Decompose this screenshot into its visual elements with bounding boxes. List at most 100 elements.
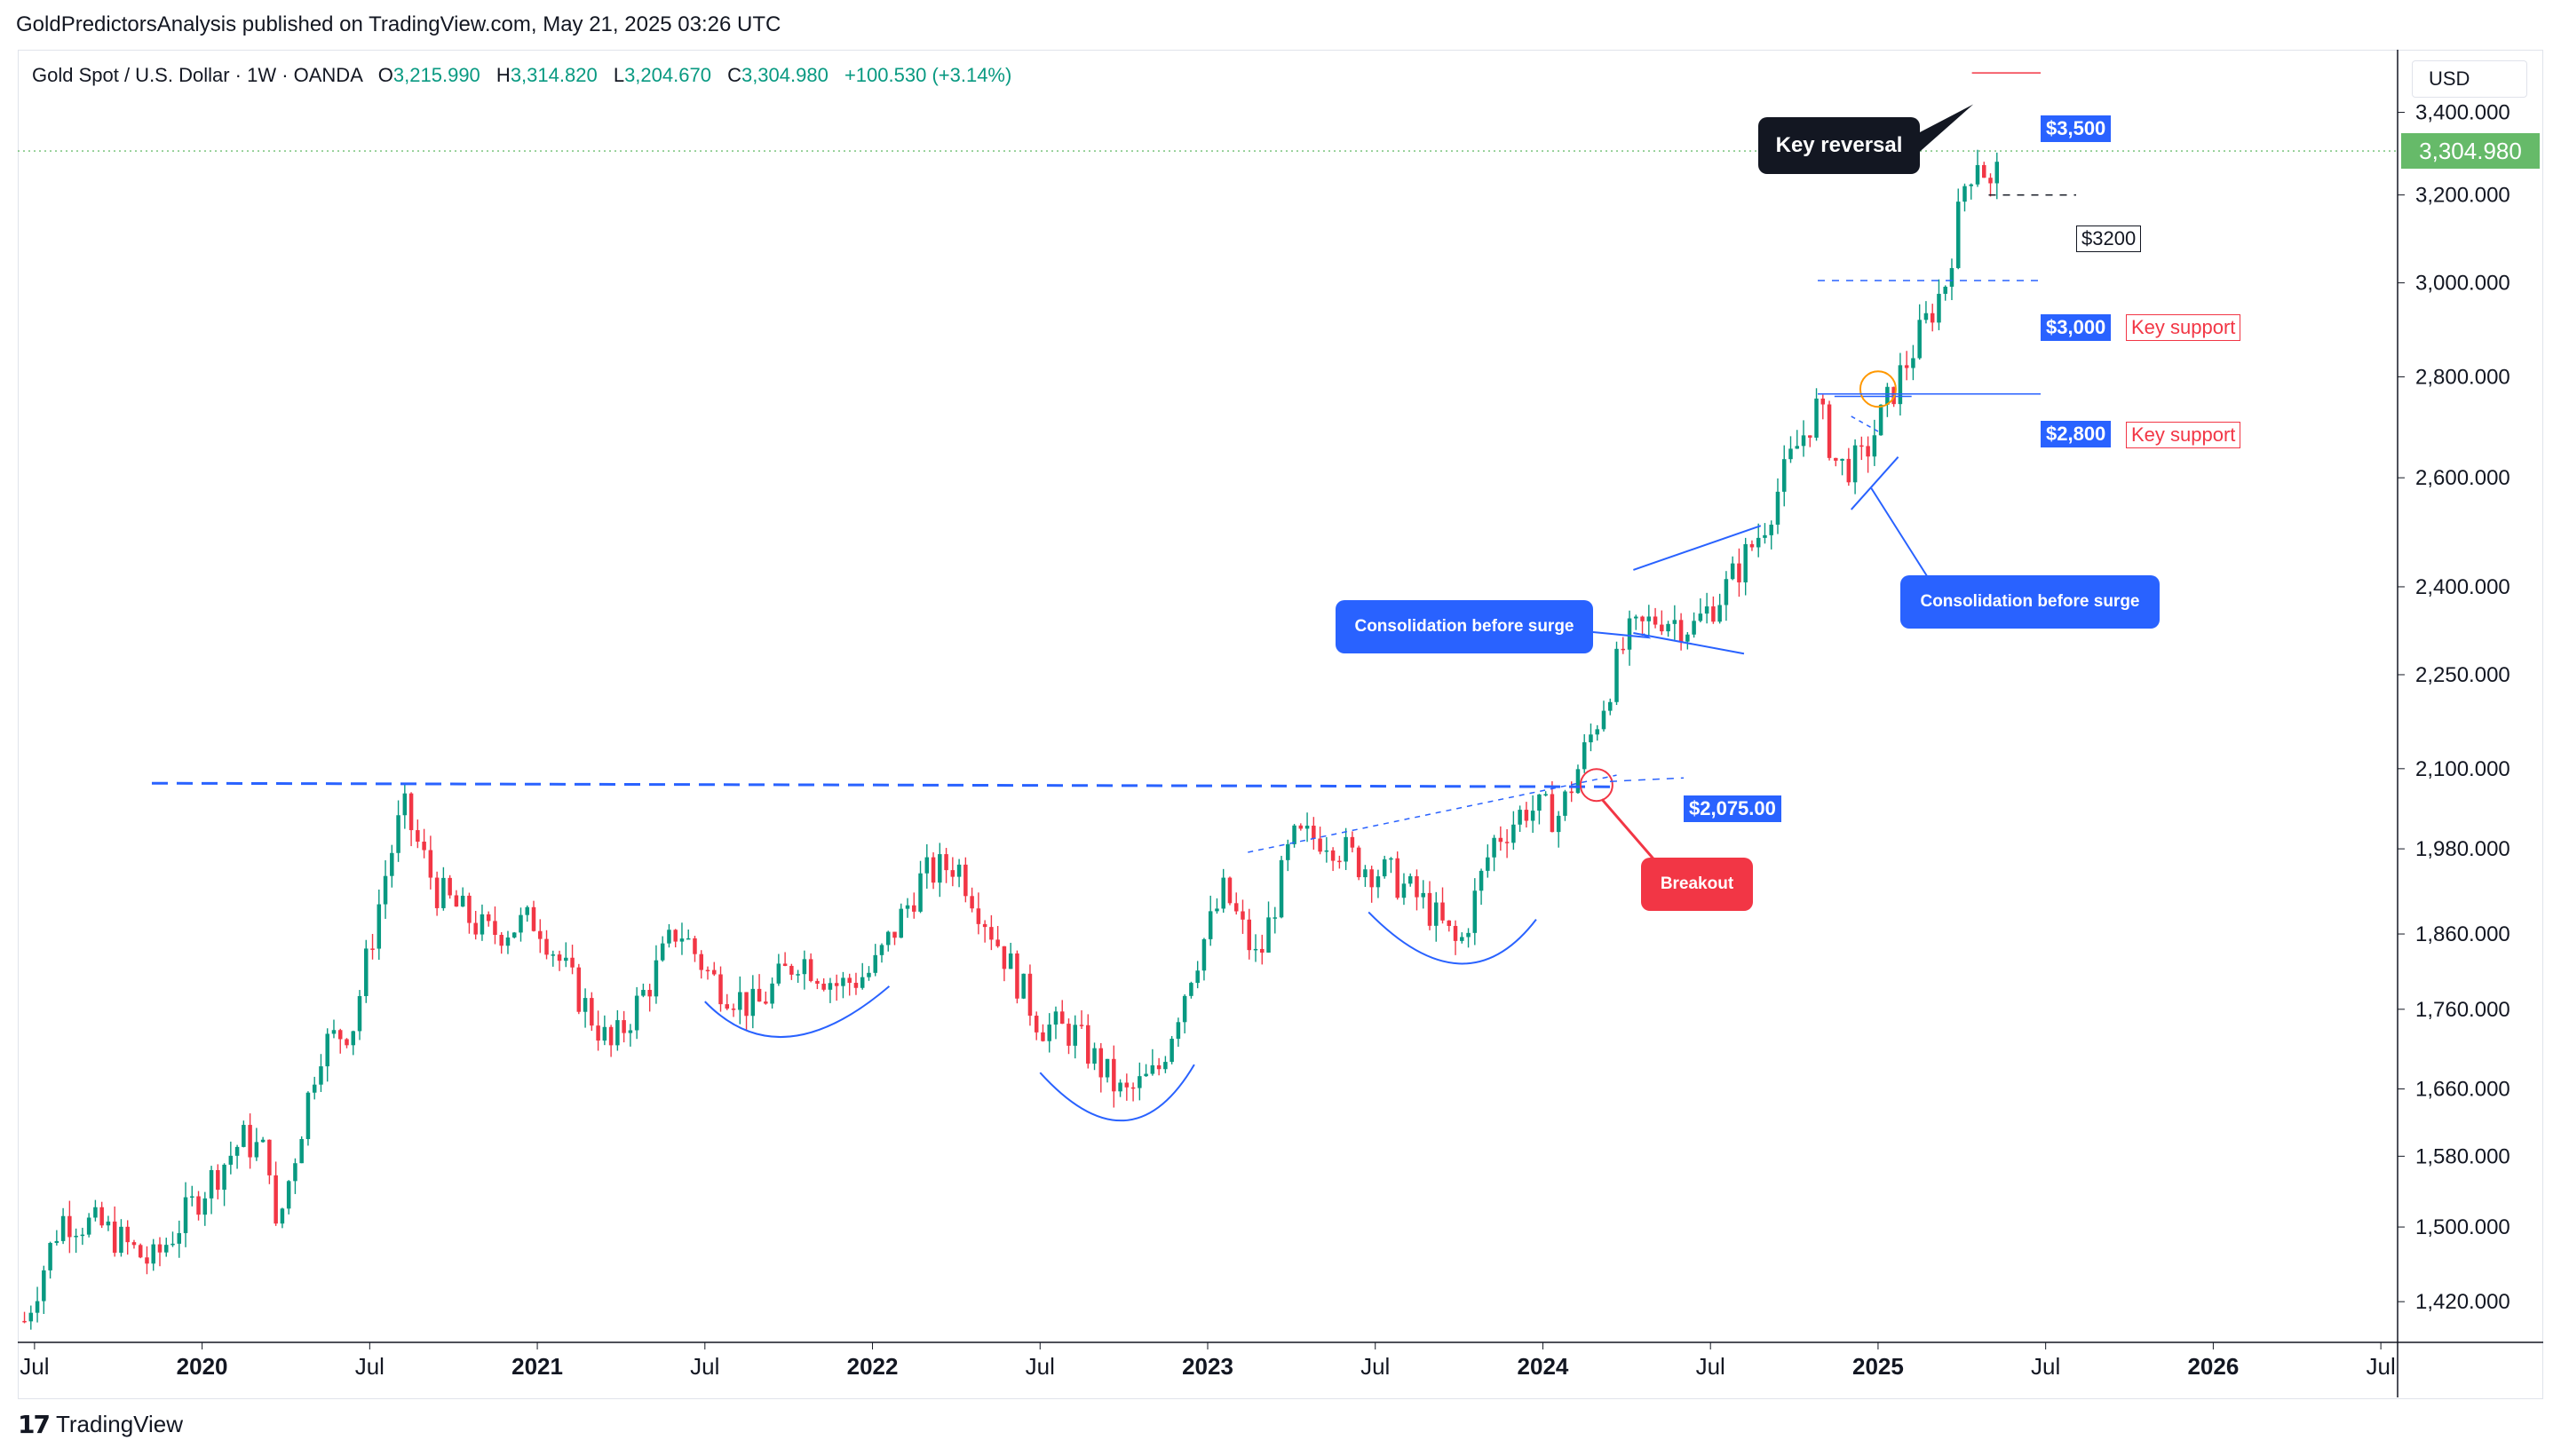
- candle-body: [628, 1030, 633, 1033]
- candle: [1124, 1073, 1130, 1101]
- channel-upper: [1633, 525, 1762, 571]
- candle-body: [1763, 534, 1767, 538]
- candle-body: [1982, 164, 1986, 178]
- candle: [1130, 1082, 1136, 1102]
- candle: [551, 950, 556, 967]
- candle: [1601, 700, 1606, 732]
- consolidation-callout-left[interactable]: Consolidation before surge: [1336, 600, 1593, 653]
- candle-body: [331, 1030, 337, 1034]
- candle-body: [1092, 1048, 1097, 1064]
- candle-body: [1937, 293, 1941, 323]
- candle: [28, 1305, 34, 1330]
- candle-body: [112, 1221, 117, 1254]
- candle-body: [505, 937, 511, 946]
- candle: [1814, 388, 1819, 441]
- candle: [1195, 961, 1200, 989]
- candle: [35, 1286, 40, 1323]
- candle-body: [1666, 623, 1670, 632]
- candle-body: [312, 1084, 317, 1093]
- candle: [1421, 880, 1425, 909]
- candle: [1434, 891, 1439, 942]
- candle-body: [390, 852, 394, 876]
- candle: [170, 1231, 175, 1247]
- candle-body: [918, 873, 923, 912]
- candle: [1273, 906, 1278, 934]
- candle-body: [860, 977, 865, 988]
- candle: [1318, 827, 1322, 855]
- candle: [337, 1028, 343, 1054]
- currency-selector[interactable]: USD: [2412, 60, 2527, 98]
- candle-body: [1034, 1016, 1039, 1033]
- candle-body: [448, 877, 452, 896]
- candle: [80, 1227, 85, 1246]
- candle: [331, 1019, 337, 1039]
- candle-body: [519, 914, 523, 933]
- candle-body: [357, 995, 362, 1032]
- candle-body: [976, 908, 981, 924]
- candle: [905, 898, 910, 918]
- candle: [673, 929, 678, 948]
- candle: [1053, 1006, 1058, 1040]
- candle-body: [460, 895, 465, 907]
- candle-body: [1286, 843, 1290, 860]
- candle-body: [1852, 445, 1858, 483]
- candle: [1840, 458, 1844, 476]
- candle: [1215, 898, 1219, 914]
- candle: [679, 922, 685, 955]
- candle-body: [718, 974, 723, 1005]
- candle-body: [1607, 701, 1613, 711]
- candle-body: [93, 1207, 98, 1218]
- candle: [351, 1030, 356, 1056]
- publisher-caption: GoldPredictorsAnalysis published on Trad…: [16, 12, 781, 36]
- candle-body: [1415, 875, 1419, 898]
- candle: [1292, 824, 1296, 848]
- candle: [383, 859, 388, 919]
- candle-body: [757, 988, 762, 1002]
- candle-body: [441, 877, 446, 908]
- key-reversal-callout[interactable]: Key reversal: [1758, 117, 1920, 174]
- candle: [106, 1215, 111, 1231]
- breakout-callout[interactable]: Breakout: [1641, 858, 1753, 911]
- candle-body: [1008, 953, 1013, 969]
- candle: [1047, 1013, 1051, 1053]
- candle: [757, 974, 762, 1002]
- candle-body: [1169, 1039, 1174, 1063]
- candle-body: [364, 948, 369, 996]
- candle: [228, 1141, 234, 1175]
- candle: [1788, 436, 1793, 463]
- channel-lower: [1633, 631, 1745, 655]
- candle: [1724, 571, 1729, 621]
- candle: [1453, 920, 1458, 955]
- candle: [1756, 523, 1761, 558]
- candle: [1763, 523, 1767, 544]
- candle: [1955, 188, 1961, 270]
- candle-body: [885, 931, 891, 946]
- candle: [196, 1191, 201, 1221]
- chart-frame[interactable]: [18, 50, 2543, 1399]
- candle-body: [725, 1004, 730, 1009]
- candle-body: [1079, 1025, 1084, 1026]
- candle-body: [1241, 911, 1245, 920]
- candle: [99, 1201, 104, 1229]
- candle-body: [693, 938, 697, 954]
- high-value: 3,314.820: [510, 64, 598, 86]
- candle: [1685, 631, 1690, 650]
- footer-brand[interactable]: 𝟭𝟳 TradingView: [18, 1410, 183, 1439]
- candle-body: [1801, 435, 1806, 447]
- candle: [634, 986, 639, 1040]
- candle: [1988, 173, 1993, 197]
- candle-body: [1743, 543, 1748, 582]
- candle: [1208, 895, 1213, 946]
- candle-body: [1053, 1011, 1058, 1025]
- candle-body: [54, 1240, 59, 1244]
- candle-body: [583, 998, 588, 1012]
- candle: [1253, 934, 1258, 962]
- candle: [1859, 436, 1864, 461]
- candle: [312, 1076, 317, 1100]
- x-tick-label: Jul: [355, 1353, 385, 1380]
- candle-body: [699, 954, 703, 970]
- candle: [1466, 928, 1471, 948]
- consolidation-callout-right[interactable]: Consolidation before surge: [1900, 575, 2160, 629]
- candle-body: [1337, 860, 1342, 863]
